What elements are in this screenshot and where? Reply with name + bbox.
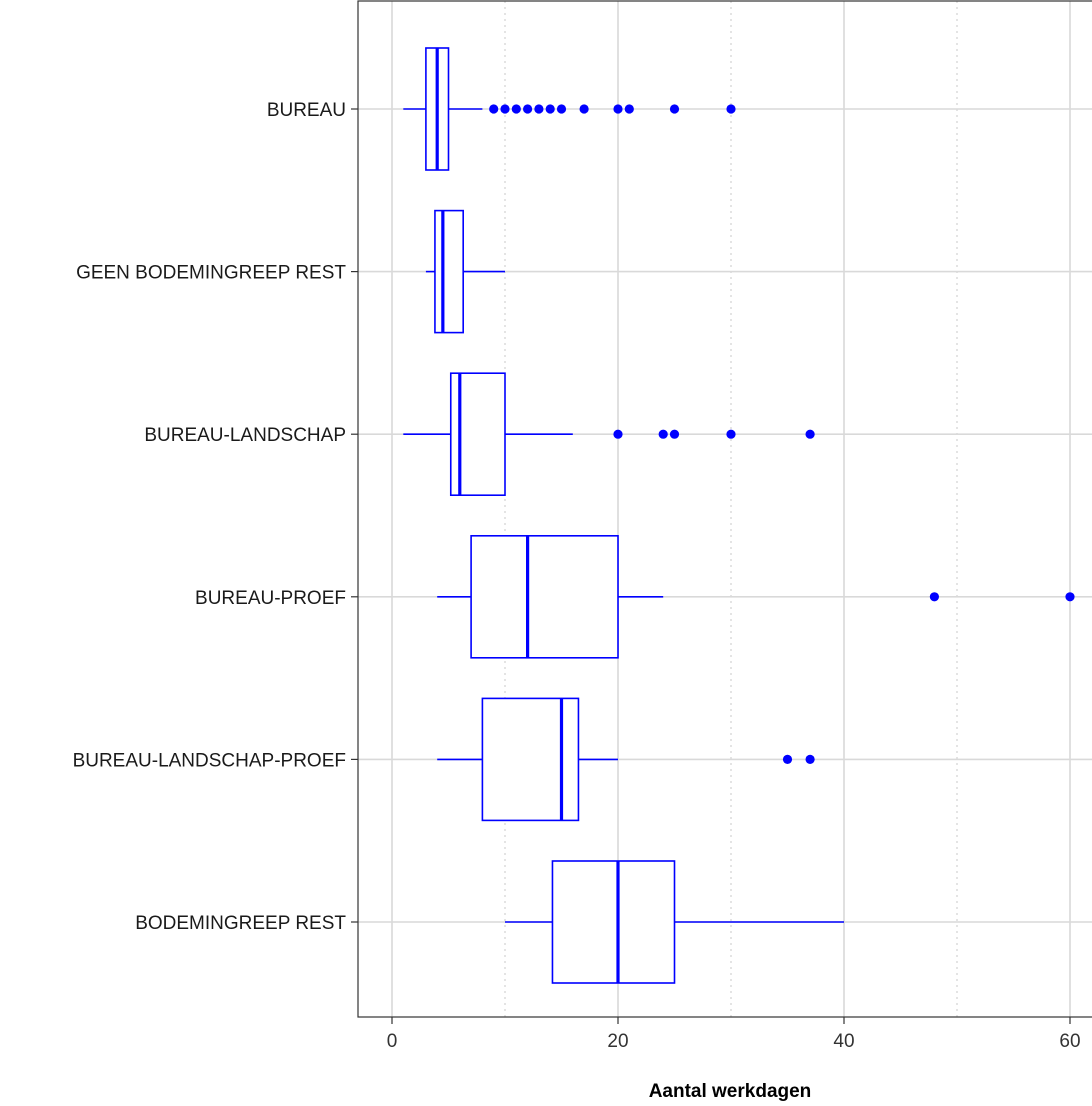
plot-panel-border xyxy=(357,0,1092,1018)
category-label: GEEN BODEMINGREEP REST xyxy=(76,263,346,284)
outlier-point xyxy=(929,592,940,602)
outlier-point xyxy=(1065,592,1075,602)
outlier-point xyxy=(669,429,680,439)
box-iqr xyxy=(481,697,580,822)
category-label: BUREAU-PROEF xyxy=(195,588,346,609)
outlier-point xyxy=(805,754,815,765)
outlier-point xyxy=(545,104,555,114)
outlier-point xyxy=(805,429,815,439)
category-label: BUREAU-LANDSCHAP-PROEF xyxy=(73,750,346,771)
box-iqr xyxy=(434,209,464,334)
box-iqr xyxy=(470,534,619,659)
category-label: BUREAU xyxy=(267,100,346,121)
x-axis-title: Aantal werkdagen xyxy=(649,1081,812,1102)
x-tick-label: 20 xyxy=(607,1031,628,1052)
outlier-point xyxy=(534,104,544,114)
outlier-point xyxy=(613,429,623,439)
outlier-point xyxy=(511,104,521,114)
category-label: BUREAU-LANDSCHAP xyxy=(144,425,346,446)
outlier-point xyxy=(669,104,680,114)
box-iqr xyxy=(551,860,676,984)
outlier-point xyxy=(500,104,510,114)
x-tick-label: 60 xyxy=(1059,1031,1080,1052)
outlier-point xyxy=(624,104,634,114)
outlier-point xyxy=(782,754,793,765)
category-label: BODEMINGREEP REST xyxy=(135,913,346,934)
outlier-point xyxy=(726,104,736,114)
marks-layer xyxy=(403,47,1075,984)
x-tick-label: 0 xyxy=(387,1031,398,1052)
outlier-point xyxy=(489,104,499,114)
outlier-point xyxy=(556,104,567,114)
outlier-point xyxy=(726,429,736,439)
grid-layer xyxy=(358,1,1092,1017)
outlier-point xyxy=(579,104,589,114)
outlier-point xyxy=(613,104,623,114)
axis-layer: BUREAU GEEN BODEMINGREEP REST BUREAU-LANDS… xyxy=(73,100,1081,1052)
x-tick-label: 40 xyxy=(833,1031,854,1052)
outlier-point xyxy=(523,104,533,114)
outlier-point xyxy=(658,429,668,439)
